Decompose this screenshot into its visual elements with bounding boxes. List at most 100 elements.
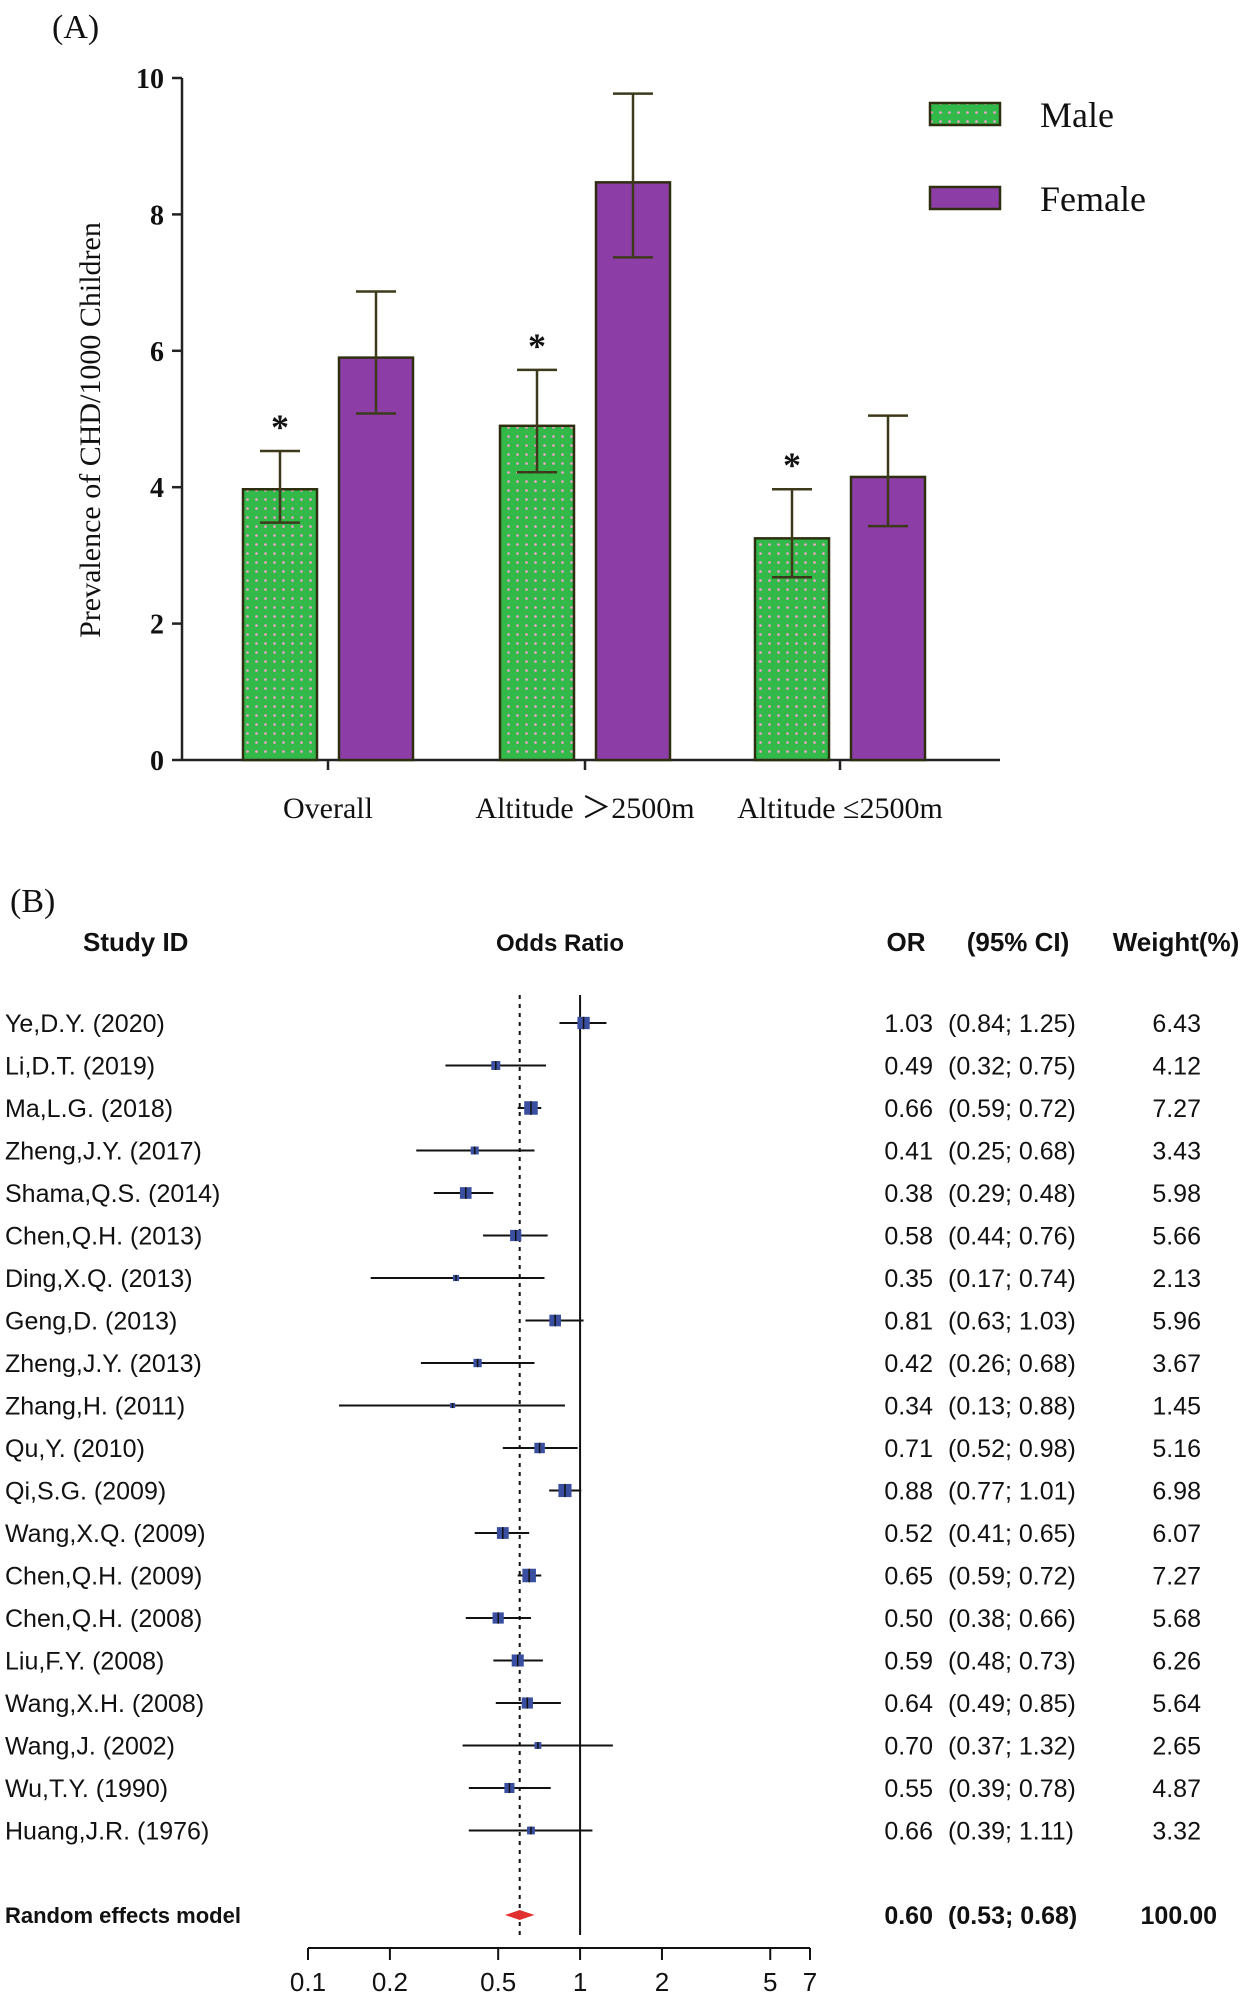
study-weight: 5.68	[1152, 1605, 1201, 1633]
study-label: Geng,D. (2013)	[5, 1308, 177, 1336]
study-ci: (0.25; 0.68)	[948, 1138, 1076, 1166]
study-ci: (0.37; 1.32)	[948, 1733, 1076, 1761]
study-weight: 1.45	[1152, 1393, 1201, 1421]
study-ci: (0.41; 0.65)	[948, 1520, 1076, 1548]
study-or: 0.66	[884, 1095, 933, 1123]
forest-x-tick-label: 7	[803, 1967, 817, 1997]
study-weight: 3.67	[1152, 1350, 1201, 1378]
study-label: Qu,Y. (2010)	[5, 1435, 145, 1463]
bar-male	[498, 424, 576, 762]
study-label: Shama,Q.S. (2014)	[5, 1180, 220, 1208]
study-ci: (0.52; 0.98)	[948, 1435, 1076, 1463]
study-label: Ma,L.G. (2018)	[5, 1095, 173, 1123]
study-weight: 5.66	[1152, 1223, 1201, 1251]
pooled-weight: 100.00	[1141, 1902, 1217, 1930]
study-label: Qi,S.G. (2009)	[5, 1478, 166, 1506]
forest-x-tick-label: 2	[655, 1967, 669, 1997]
forest-x-tick-label: 0.5	[480, 1967, 516, 1997]
header-weight: Weight(%)	[1113, 927, 1240, 957]
category-label: Altitude ＞2500m	[475, 792, 694, 825]
study-label: Liu,F.Y. (2008)	[5, 1648, 164, 1676]
study-ci: (0.38; 0.66)	[948, 1605, 1076, 1633]
study-weight: 5.98	[1152, 1180, 1201, 1208]
study-label: Zhang,H. (2011)	[5, 1393, 185, 1421]
study-or: 0.50	[884, 1605, 933, 1633]
header-ci: (95% CI)	[967, 927, 1070, 957]
study-ci: (0.48; 0.73)	[948, 1648, 1076, 1676]
study-ci: (0.32; 0.75)	[948, 1053, 1076, 1081]
study-or: 0.65	[884, 1563, 933, 1591]
study-label: Zheng,J.Y. (2013)	[5, 1350, 202, 1378]
study-weight: 3.43	[1152, 1138, 1201, 1166]
y-tick-label: 2	[150, 610, 164, 641]
study-or: 0.81	[884, 1308, 933, 1336]
pooled-label: Random effects model	[5, 1903, 241, 1928]
study-label: Wang,X.H. (2008)	[5, 1690, 204, 1718]
study-or: 0.52	[884, 1520, 933, 1548]
study-ci: (0.77; 1.01)	[948, 1478, 1076, 1506]
study-weight: 7.27	[1152, 1563, 1201, 1591]
legend-label-male: Male	[1040, 95, 1114, 135]
study-weight: 5.16	[1152, 1435, 1201, 1463]
header-study-id: Study ID	[83, 927, 188, 957]
pooled-ci: (0.53; 0.68)	[948, 1902, 1077, 1930]
forest-x-tick-label: 1	[573, 1967, 587, 1997]
study-label: Ye,D.Y. (2020)	[5, 1010, 165, 1038]
study-weight: 5.96	[1152, 1308, 1201, 1336]
study-or: 0.66	[884, 1818, 933, 1846]
study-or: 0.64	[884, 1690, 933, 1718]
study-ci: (0.39; 1.11)	[948, 1818, 1074, 1846]
y-tick-label: 10	[136, 64, 164, 95]
y-tick-label: 4	[150, 473, 164, 504]
study-or: 0.70	[884, 1733, 933, 1761]
study-weight: 2.13	[1152, 1265, 1201, 1293]
study-or: 0.88	[884, 1478, 933, 1506]
study-ci: (0.59; 0.72)	[948, 1095, 1076, 1123]
study-weight: 6.98	[1152, 1478, 1201, 1506]
category-label: Altitude ≤2500m	[737, 792, 943, 825]
legend-swatch-female	[928, 185, 1002, 211]
study-label: Huang,J.R. (1976)	[5, 1818, 209, 1846]
study-weight: 4.87	[1152, 1775, 1201, 1803]
study-or: 0.41	[884, 1138, 933, 1166]
study-or: 0.34	[884, 1393, 933, 1421]
study-label: Wang,X.Q. (2009)	[5, 1520, 206, 1548]
y-tick-label: 0	[150, 746, 164, 777]
study-weight: 7.27	[1152, 1095, 1201, 1123]
study-label: Wu,T.Y. (1990)	[5, 1775, 168, 1803]
study-label: Li,D.T. (2019)	[5, 1053, 155, 1081]
study-label: Wang,J. (2002)	[5, 1733, 175, 1761]
study-weight: 6.26	[1152, 1648, 1201, 1676]
study-ci: (0.63; 1.03)	[948, 1308, 1076, 1336]
bar-male	[241, 487, 319, 762]
significance-marker: *	[271, 407, 289, 447]
forest-x-tick-label: 5	[763, 1967, 777, 1997]
study-or: 0.58	[884, 1223, 933, 1251]
study-ci: (0.39; 0.78)	[948, 1775, 1076, 1803]
pooled-or: 0.60	[884, 1902, 933, 1930]
legend-swatch-male	[928, 101, 1002, 127]
study-ci: (0.26; 0.68)	[948, 1350, 1076, 1378]
study-weight: 5.64	[1152, 1690, 1201, 1718]
bar-chart: 0 2 4 6 8 10 Overall * Altitude ＞2500m * Altitude …	[136, 64, 1146, 825]
header-odds-ratio: Odds Ratio	[496, 930, 624, 957]
study-or: 0.42	[884, 1350, 933, 1378]
forest-plot: 0.1 0.2 0.5 1 2 5 7 Ye,D.Y. (2020) 1.03 (0.84; 1.…	[5, 995, 1217, 1997]
bar-female	[337, 356, 415, 762]
significance-marker: *	[528, 326, 546, 366]
study-or: 0.71	[884, 1435, 933, 1463]
y-tick-label: 8	[150, 200, 164, 231]
study-or: 0.59	[884, 1648, 933, 1676]
forest-x-tick-label: 0.1	[290, 1967, 326, 1997]
study-label: Chen,Q.H. (2008)	[5, 1605, 202, 1633]
study-ci: (0.84; 1.25)	[948, 1010, 1076, 1038]
study-or: 0.35	[884, 1265, 933, 1293]
y-axis-title: Prevalence of CHD/1000 Children	[74, 222, 107, 638]
study-or: 0.55	[884, 1775, 933, 1803]
study-weight: 4.12	[1152, 1053, 1201, 1081]
significance-marker: *	[783, 445, 801, 485]
study-or: 1.03	[884, 1010, 933, 1038]
study-ci: (0.17; 0.74)	[948, 1265, 1076, 1293]
study-weight: 2.65	[1152, 1733, 1201, 1761]
category-label: Overall	[283, 792, 373, 825]
